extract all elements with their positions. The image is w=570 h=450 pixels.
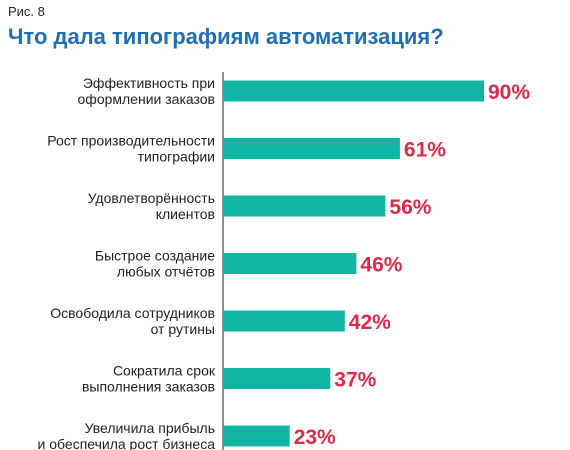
value-label: 56% <box>389 196 431 219</box>
bar <box>223 253 357 274</box>
category-label: Эффективность при оформлении заказов <box>78 75 215 107</box>
figure-label: Рис. 8 <box>8 4 45 19</box>
bar <box>223 138 400 159</box>
value-label: 37% <box>334 369 376 392</box>
bar <box>223 310 345 332</box>
category-label: Сократила срок выполнения заказов <box>82 363 216 395</box>
chart-title: Что дала типографиям автоматизация? <box>8 24 444 49</box>
value-label: 23% <box>294 426 336 449</box>
bar <box>223 195 386 217</box>
value-label: 61% <box>404 139 446 162</box>
value-label: 42% <box>349 311 391 334</box>
bar <box>223 425 290 447</box>
category-label: Освободила сотрудников от рутины <box>50 305 215 337</box>
category-label: Быстрое создание любых отчётов <box>95 248 215 280</box>
category-label: Рост производительности типографии <box>47 133 215 165</box>
value-label: 46% <box>360 254 402 277</box>
category-label: Удовлетворённость клиентов <box>88 190 215 222</box>
category-label: Увеличила прибыль и обеспечила рост бизне… <box>38 420 216 450</box>
value-label: 90% <box>488 81 530 104</box>
bar <box>223 80 484 102</box>
bar <box>223 368 331 389</box>
